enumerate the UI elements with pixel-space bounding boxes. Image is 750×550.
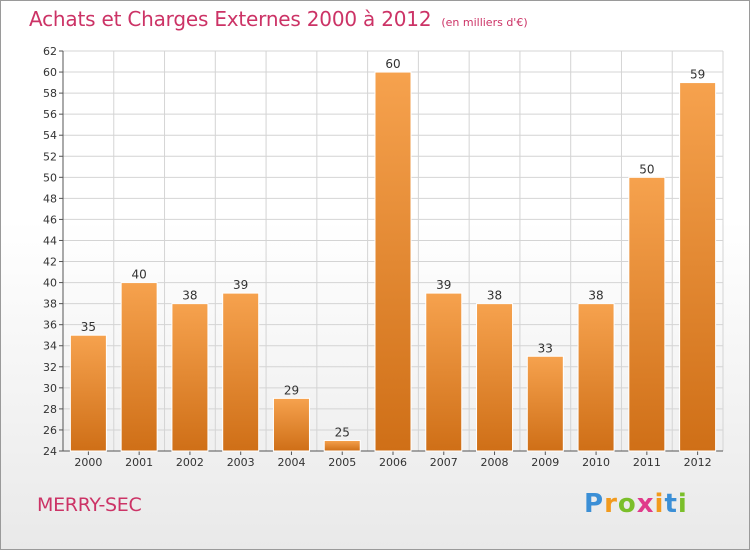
data-label-2004: 29 [284,383,299,397]
x-tick-label-2011: 2011 [633,456,661,469]
x-tick-label-2002: 2002 [176,456,204,469]
data-label-2008: 38 [487,289,502,303]
y-tick-label: 58 [43,87,57,100]
y-tick-label: 26 [43,424,57,437]
y-tick-label: 36 [43,319,57,332]
y-tick-label: 62 [43,45,57,58]
y-tick-label: 54 [43,129,57,142]
y-tick-label: 38 [43,298,57,311]
bar-layer [69,71,717,452]
data-label-2001: 40 [132,268,147,282]
data-label-2007: 39 [436,278,451,292]
y-tick-label: 28 [43,403,57,416]
x-tick-label-2012: 2012 [684,456,712,469]
data-label-2003: 39 [233,278,248,292]
y-tick-label: 60 [43,66,57,79]
y-tick-label: 24 [43,445,57,458]
bar-2011 [628,176,666,452]
x-tick-label-2003: 2003 [227,456,255,469]
y-tick-label: 50 [43,171,57,184]
region-name: MERRY-SEC [37,494,142,516]
x-tick-label-2010: 2010 [582,456,610,469]
x-tick-label-2004: 2004 [277,456,305,469]
bar-2001 [120,282,158,452]
data-label-2000: 35 [81,320,96,334]
x-tick-label-2000: 2000 [74,456,102,469]
x-tick-label-2006: 2006 [379,456,407,469]
x-tick-label-2007: 2007 [430,456,458,469]
bar-2002 [171,303,209,452]
bar-2007 [425,292,463,452]
y-tick-label: 40 [43,277,57,290]
x-tick-label-2001: 2001 [125,456,153,469]
data-label-2011: 50 [639,162,654,176]
y-tick-label: 56 [43,108,57,121]
bar-2000 [69,334,107,452]
y-tick-label: 44 [43,234,57,247]
bar-2012 [679,82,717,452]
label-layer: 35 40 38 39 29 25 60 39 38 33 38 50 59 [81,57,706,439]
y-tick-label: 32 [43,361,57,374]
y-tick-label: 46 [43,213,57,226]
data-label-2006: 60 [385,57,400,71]
chart-title-text: Achats et Charges Externes 2000 à 2012 [29,7,432,31]
data-label-2012: 59 [690,68,705,82]
y-tick-label: 52 [43,150,57,163]
y-tick-label: 30 [43,382,57,395]
data-label-2010: 38 [588,289,603,303]
y-tick-label: 34 [43,340,57,353]
bar-2009 [526,355,564,452]
chart-title: Achats et Charges Externes 2000 à 2012 (e… [29,7,528,31]
bar-2008 [476,303,514,452]
bar-2006 [374,71,412,452]
data-label-2005: 25 [335,425,350,439]
x-tick-label-2005: 2005 [328,456,356,469]
x-tick-label-2008: 2008 [481,456,509,469]
y-tick-label: 42 [43,256,57,269]
bar-2010 [577,303,615,452]
bar-2005 [323,439,361,452]
x-tick-label-2009: 2009 [531,456,559,469]
data-label-2002: 38 [182,289,197,303]
bar-2004 [272,397,310,452]
bar-2003 [222,292,260,452]
chart-subtitle: (en milliers d'€) [441,16,528,29]
brand-logo: Proxiti [584,489,688,519]
y-tick-label: 48 [43,192,57,205]
data-label-2009: 33 [538,341,553,355]
